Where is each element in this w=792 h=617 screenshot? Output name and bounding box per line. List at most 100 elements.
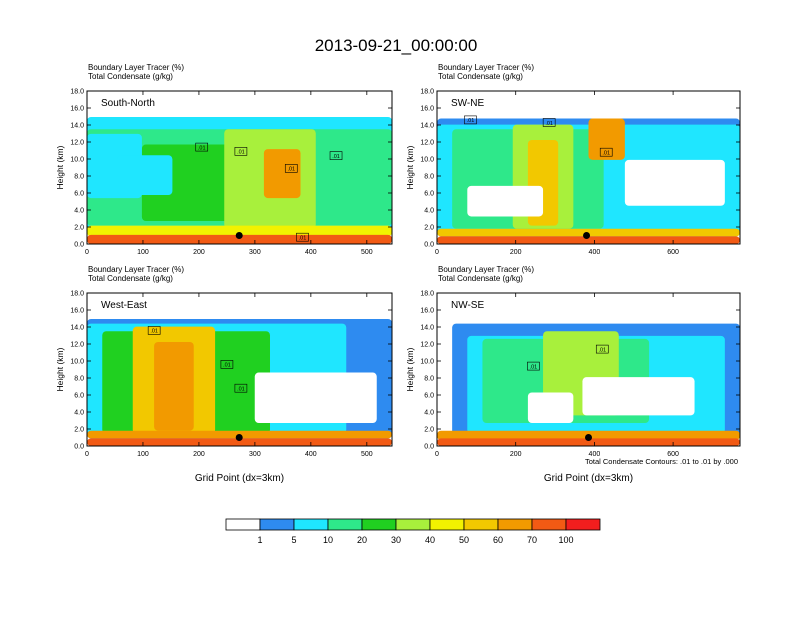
panel-title-line1: Boundary Layer Tracer (%) [438,265,534,274]
y-tick-label: 16.0 [70,106,84,113]
y-tick-label: 8.0 [424,174,434,181]
x-tick-label: 200 [193,451,205,458]
location-marker [583,232,591,239]
colorbar-swatch [259,518,295,531]
panel-label: SW-NE [451,98,484,109]
field-region [437,236,740,244]
panel-3: Boundary Layer Tracer (%)Total Condensat… [55,265,393,484]
field-region [588,118,625,160]
colorbar-swatch [497,518,533,531]
colorbar-swatch [531,518,567,531]
field-region [87,225,392,237]
colorbar-swatch [463,518,499,531]
x-tick-label: 0 [435,249,439,256]
field-region [437,228,740,237]
x-tick-label: 0 [85,451,89,458]
plot-frame [86,292,393,447]
contour-label-box [527,361,540,371]
x-tick-label: 600 [667,249,679,256]
colorbar-label: 50 [459,535,469,545]
contour-label: .01 [545,121,553,127]
contour-label: .01 [602,151,610,157]
x-tick-label: 400 [589,249,601,256]
contour-label-box [284,164,298,173]
y-tick-label: 18.0 [420,89,434,96]
colorbar-label: 5 [291,535,296,545]
field-region [87,234,392,244]
y-tick-label: 0.0 [74,444,84,451]
panel-label: NW-SE [451,300,484,311]
panel-title-line2: Total Condensate (g/kg) [88,274,173,283]
y-tick-label: 6.0 [74,191,84,198]
field-region [87,438,392,446]
y-tick-label: 10.0 [420,157,434,164]
y-tick-label: 2.0 [74,427,84,434]
panel-title-line1: Boundary Layer Tracer (%) [438,63,534,72]
contour-label-box [195,142,209,152]
contour-label: .01 [598,347,606,353]
y-tick-label: 10.0 [70,359,84,366]
field-region [467,185,544,217]
location-marker [585,434,592,441]
contour-label: .01 [299,236,307,242]
x-axis-label: Grid Point (dx=3km) [195,473,284,484]
field-region [624,159,725,206]
y-tick-label: 6.0 [424,393,434,400]
location-marker [235,434,243,441]
field-region [117,155,173,196]
y-tick-label: 4.0 [74,410,84,417]
panel-label: South-North [101,98,155,109]
panel-title-line2: Total Condensate (g/kg) [88,72,173,81]
y-tick-label: 12.0 [420,140,434,147]
y-tick-label: 14.0 [420,325,434,332]
panel-field [87,91,392,244]
y-tick-label: 4.0 [424,208,434,215]
panel-title-line1: Boundary Layer Tracer (%) [88,265,184,274]
y-tick-label: 14.0 [70,325,84,332]
field-region [254,372,377,424]
y-tick-label: 4.0 [74,208,84,215]
x-axis-label: Grid Point (dx=3km) [544,473,633,484]
colorbar-label: 100 [558,535,573,545]
colorbar-label: 20 [357,535,367,545]
contour-label-box [296,232,309,242]
x-tick-label: 500 [361,451,373,458]
contour-label-box [329,151,343,160]
y-tick-label: 18.0 [70,291,84,298]
contour-label: .01 [198,145,206,151]
x-tick-label: 0 [85,249,89,256]
contour-label: .01 [467,118,475,124]
colorbar-swatch [327,518,363,531]
colorbar-label: 40 [425,535,435,545]
contour-label-box [147,326,161,335]
contour-label: .01 [237,387,245,393]
x-tick-label: 0 [435,451,439,458]
colorbar-label: 70 [527,535,537,545]
y-tick-label: 0.0 [74,242,84,249]
contour-label-box [595,344,609,354]
y-tick-label: 8.0 [74,376,84,383]
colorbar-swatch [565,518,601,531]
panel-field [437,91,740,244]
colorbar-swatch [395,518,431,531]
colorbar-swatch [293,518,329,531]
y-tick-label: 12.0 [420,342,434,349]
panel-1: Boundary Layer Tracer (%)Total Condensat… [55,63,393,256]
contour-label-box [464,115,477,125]
y-tick-label: 16.0 [70,308,84,315]
y-tick-label: 12.0 [70,140,84,147]
y-tick-label: 14.0 [420,123,434,130]
panels: Boundary Layer Tracer (%)Total Condensat… [55,63,741,484]
y-tick-label: 10.0 [70,157,84,164]
field-region [154,341,194,431]
field-region [582,377,695,416]
contour-label-box [599,147,613,157]
x-tick-label: 100 [137,451,149,458]
y-tick-label: 18.0 [70,89,84,96]
panel-label: West-East [101,300,147,311]
x-tick-label: 200 [510,249,522,256]
contour-label-box [234,147,248,156]
y-tick-label: 0.0 [424,242,434,249]
x-tick-label: 400 [589,451,601,458]
